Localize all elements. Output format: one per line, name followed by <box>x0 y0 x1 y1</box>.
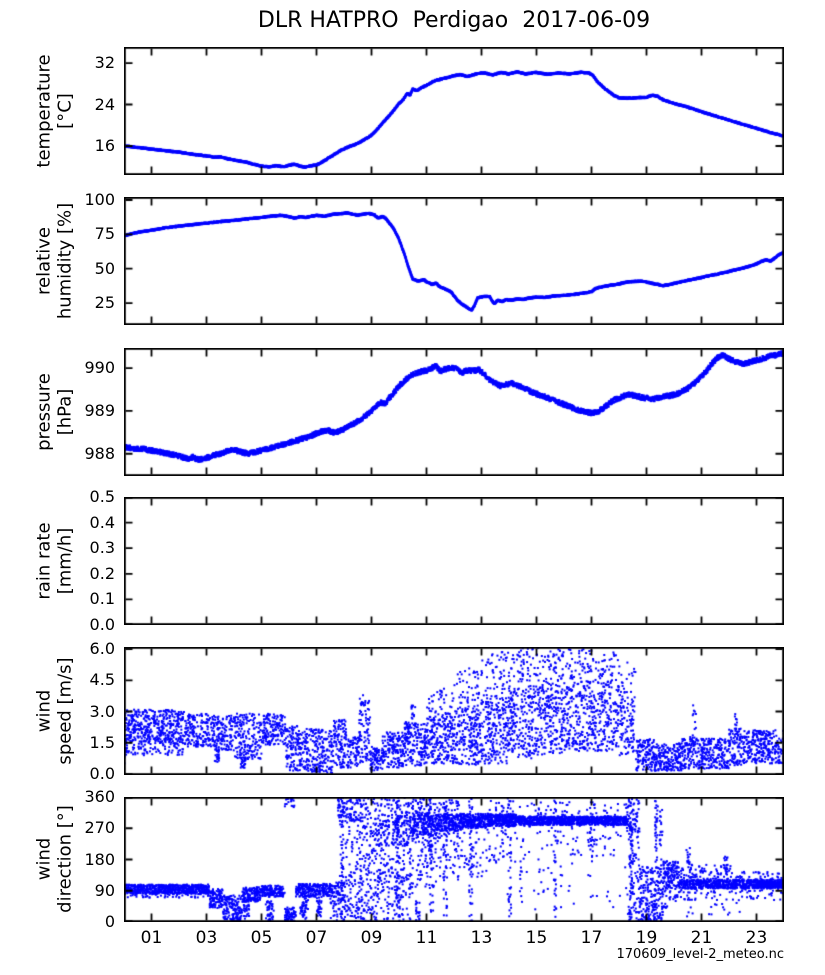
y-tick-label: 50 <box>94 258 115 278</box>
wind-direction-plot-canvas <box>124 797 784 922</box>
humidity-plot-canvas <box>124 197 784 325</box>
y-tick-label: 0.5 <box>89 487 115 506</box>
y-tick-label: 3.0 <box>89 701 115 721</box>
x-tick-label: 03 <box>195 928 218 948</box>
x-tick-label: 19 <box>635 928 658 948</box>
x-tick-label: 15 <box>525 928 548 948</box>
y-tick-label: 4.5 <box>89 670 115 690</box>
y-tick-label: 990 <box>84 358 115 378</box>
rain-rate-plot-canvas <box>124 497 784 625</box>
rain-rate-panel: 0.0 0.1 0.2 0.3 0.4 0.5 <box>90 489 784 633</box>
y-tick-label: 0.3 <box>89 538 115 558</box>
y-tick-label: 360 <box>84 787 115 806</box>
y-tick-label: 25 <box>94 293 115 313</box>
pressure-axis-label: pressure [hPa] <box>33 373 75 451</box>
x-tick-label: 01 <box>140 928 163 948</box>
y-tick-label: 1.5 <box>89 732 115 752</box>
y-tick-label: 24 <box>94 94 115 114</box>
y-tick-label: 0 <box>104 912 115 931</box>
page-title: DLR HATPRO Perdigao 2017-06-09 <box>257 8 651 33</box>
pressure-panel: 988 989 990 <box>84 348 784 476</box>
y-tick-label: 270 <box>84 818 115 838</box>
temperature-panel: 16 24 32 <box>95 47 784 175</box>
y-tick-label: 16 <box>94 135 115 155</box>
temperature-plot-canvas <box>124 47 784 175</box>
x-tick-label: 05 <box>250 928 273 948</box>
x-tick-label: 09 <box>360 928 383 948</box>
y-tick-label: 6.0 <box>89 639 115 659</box>
wind-speed-plot-canvas <box>124 647 784 775</box>
wind-speed-axis-label: wind speed [m/s] <box>33 657 75 765</box>
y-tick-label: 988 <box>84 443 115 463</box>
y-tick-label: 0.0 <box>89 763 115 783</box>
wind-speed-panel: 0.0 1.5 3.0 4.5 6.0 <box>90 641 784 781</box>
y-tick-label: 989 <box>84 400 115 420</box>
x-tick-label: 17 <box>580 928 603 948</box>
y-tick-label: 32 <box>94 53 115 73</box>
y-tick-label: 75 <box>94 224 115 244</box>
pressure-plot-canvas <box>124 348 784 476</box>
y-tick-label: 100 <box>84 190 115 210</box>
x-tick-label: 07 <box>305 928 328 948</box>
y-tick-label: 90 <box>94 880 115 900</box>
temperature-axis-label: temperature [°C] <box>33 54 75 168</box>
humidity-panel: 25 50 75 100 <box>84 192 784 325</box>
x-tick-label: 23 <box>745 928 768 948</box>
y-tick-label: 0.2 <box>89 563 115 583</box>
source-filename: 170609_level-2_meteo.nc <box>616 947 784 962</box>
x-tick-label: 13 <box>470 928 493 948</box>
x-tick-label: 11 <box>415 928 438 948</box>
y-tick-label: 0.1 <box>89 589 115 609</box>
y-tick-label: 0.4 <box>89 512 115 532</box>
wind-direction-axis-label: wind direction [°] <box>33 805 75 913</box>
humidity-axis-label: relative humidity [%] <box>33 202 75 320</box>
wind-direction-panel: 0 90 180 270 360 <box>84 789 784 930</box>
y-tick-label: 180 <box>84 849 115 869</box>
rain-rate-axis-label: rain rate [mm/h] <box>33 522 75 600</box>
x-tick-label: 21 <box>690 928 713 948</box>
y-tick-label: 0.0 <box>89 615 115 634</box>
